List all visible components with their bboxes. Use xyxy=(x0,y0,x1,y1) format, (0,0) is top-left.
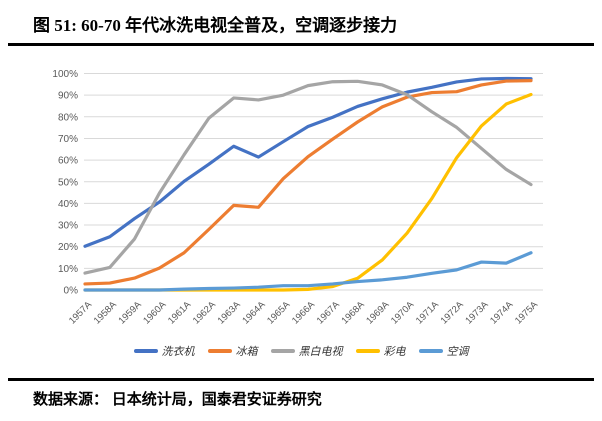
x-axis-tick-label: 1960A xyxy=(141,299,169,327)
legend-swatch-air-conditioner xyxy=(418,349,443,353)
legend-swatch-bw-tv xyxy=(270,349,295,353)
y-axis-tick-label: 20% xyxy=(58,242,78,253)
legend-swatch-color-tv xyxy=(355,349,380,353)
x-axis-tick-label: 1969A xyxy=(364,299,392,327)
chart-legend: 洗衣机 冰箱 黑白电视 彩电 空调 xyxy=(0,343,602,359)
x-axis-tick-label: 1958A xyxy=(92,299,120,327)
x-axis-tick-label: 1967A xyxy=(315,299,343,327)
x-axis-tick-label: 1959A xyxy=(116,299,144,327)
legend-item-washing-machine: 洗衣机 xyxy=(133,343,195,359)
x-axis-tick-label: 1961A xyxy=(166,299,194,327)
data-source-note: 数据来源： 日本统计局，国泰君安证券研究 xyxy=(33,392,322,408)
legend-item-color-tv: 彩电 xyxy=(355,343,406,359)
title-divider-rule xyxy=(8,43,594,46)
series-line-color-tv xyxy=(83,92,533,292)
y-axis-tick-label: 90% xyxy=(58,91,78,102)
legend-label-color-tv: 彩电 xyxy=(383,346,406,358)
legend-label-air-conditioner: 空调 xyxy=(446,346,469,358)
x-axis-tick-label: 1966A xyxy=(290,299,318,327)
legend-swatch-washing-machine xyxy=(133,349,158,353)
series-line-refrigerator xyxy=(83,79,533,286)
legend-label-refrigerator: 冰箱 xyxy=(235,346,258,358)
x-axis-tick-label: 1968A xyxy=(339,299,367,327)
x-axis-tick-label: 1970A xyxy=(389,299,417,327)
line-chart: 0%10%20%30%40%50%60%70%80%90%100%1957A19… xyxy=(52,69,543,327)
legend-item-air-conditioner: 空调 xyxy=(418,343,469,359)
legend-swatch-refrigerator xyxy=(207,349,232,353)
y-axis-tick-label: 0% xyxy=(64,286,79,297)
legend-item-refrigerator: 冰箱 xyxy=(207,343,258,359)
x-axis-tick-label: 1974A xyxy=(488,299,516,327)
y-axis-tick-label: 100% xyxy=(52,69,78,80)
footer-divider-rule xyxy=(8,378,594,381)
y-axis-tick-label: 10% xyxy=(58,264,78,275)
y-axis-tick-label: 80% xyxy=(58,112,78,123)
x-axis-tick-label: 1973A xyxy=(463,299,491,327)
y-axis-tick-label: 70% xyxy=(58,134,78,145)
legend-label-bw-tv: 黑白电视 xyxy=(298,346,343,358)
y-axis-tick-label: 60% xyxy=(58,156,78,167)
x-axis-tick-label: 1963A xyxy=(216,299,244,327)
series-line-bw-tv xyxy=(83,79,533,275)
y-axis-tick-label: 50% xyxy=(58,177,78,188)
figure-title: 图 51: 60-70 年代冰洗电视全普及，空调逐步接力 xyxy=(33,16,398,35)
x-axis-tick-label: 1964A xyxy=(240,299,268,327)
x-axis-tick-label: 1975A xyxy=(513,299,541,327)
y-axis-tick-label: 30% xyxy=(58,221,78,232)
legend-item-bw-tv: 黑白电视 xyxy=(270,343,343,359)
x-axis-tick-label: 1965A xyxy=(265,299,293,327)
x-axis-tick-label: 1972A xyxy=(439,299,467,327)
x-axis-tick-label: 1957A xyxy=(67,299,95,327)
y-axis-tick-label: 40% xyxy=(58,199,78,210)
series-line-washing-machine xyxy=(83,76,533,248)
x-axis-tick-label: 1971A xyxy=(414,299,442,327)
series-line-air-conditioner xyxy=(83,251,533,292)
legend-label-washing-machine: 洗衣机 xyxy=(161,346,195,358)
x-axis-tick-label: 1962A xyxy=(191,299,219,327)
